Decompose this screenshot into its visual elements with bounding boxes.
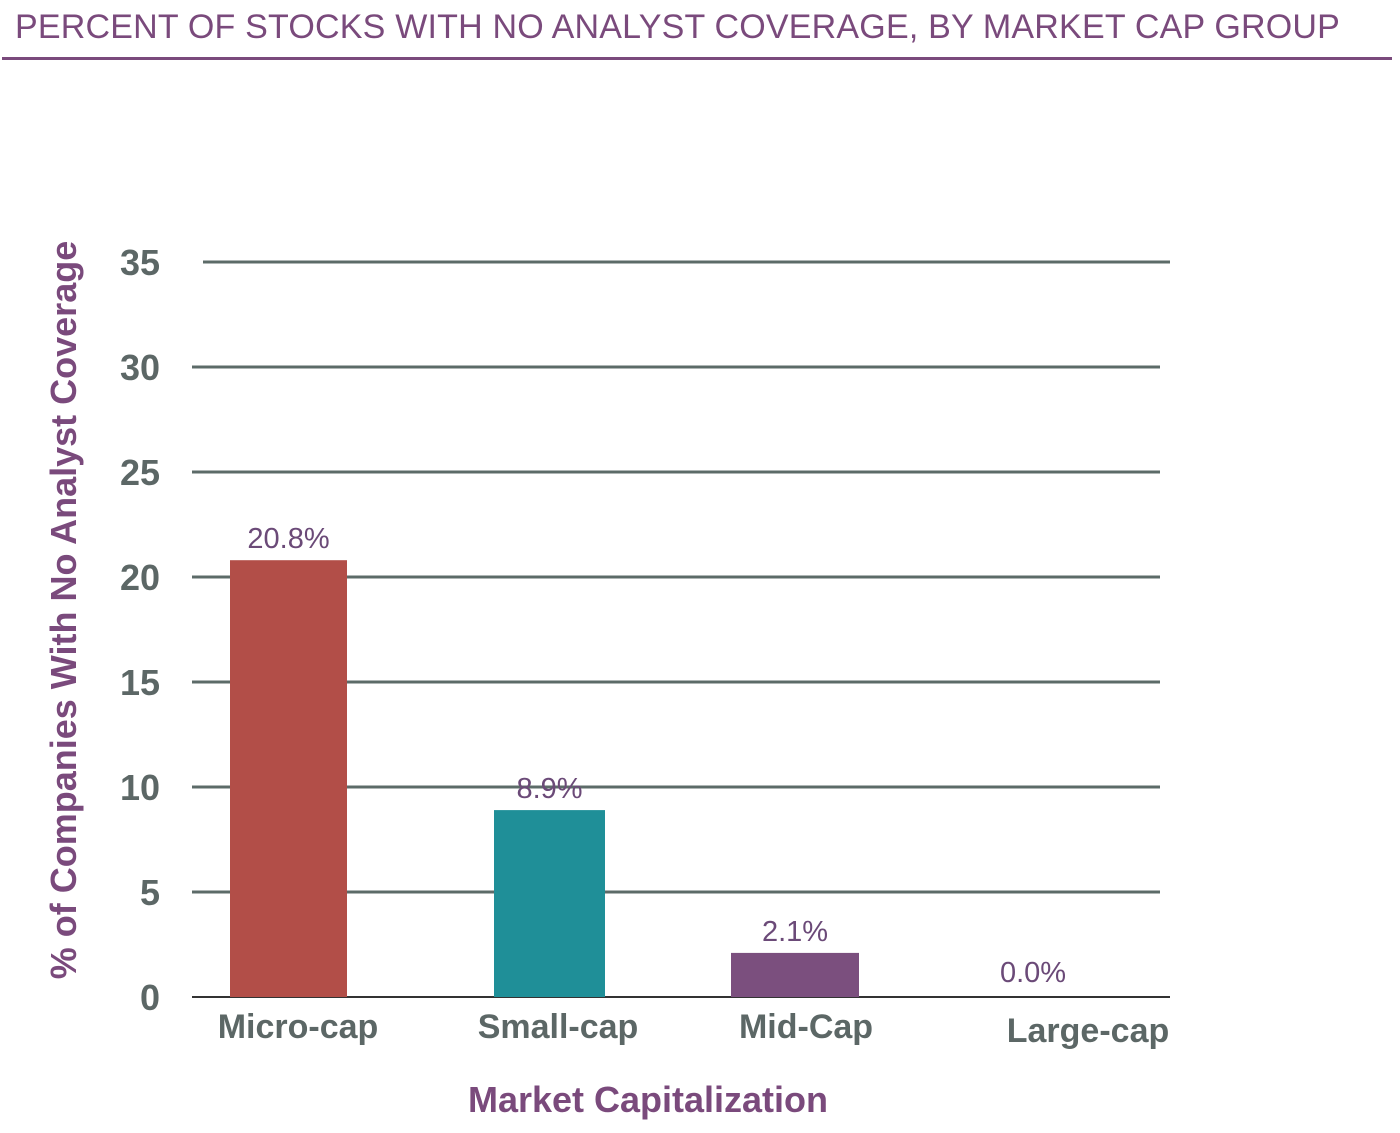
data-label: 0.0% [1000, 957, 1066, 989]
chart-title: PERCENT OF STOCKS WITH NO ANALYST COVERA… [15, 8, 1341, 46]
bar-small-cap [494, 810, 605, 997]
y-tick-label: 20 [120, 557, 160, 598]
x-axis-title: Market Capitalization [468, 1079, 828, 1120]
data-label: 2.1% [762, 916, 828, 948]
bar-mid-cap [731, 952, 859, 997]
y-tick-label: 10 [120, 767, 160, 808]
y-tick-label: 0 [140, 977, 160, 1018]
y-tick-label: 30 [120, 347, 160, 388]
y-tick-label: 15 [120, 662, 160, 703]
y-tick-label: 25 [120, 452, 160, 493]
title-underline [2, 57, 1392, 60]
bar-micro-cap [230, 560, 347, 997]
y-axis-title: % of Companies With No Analyst Coverage [43, 241, 84, 979]
data-label: 8.9% [516, 773, 582, 805]
x-tick-label: Micro-cap [218, 1008, 379, 1046]
x-tick-label: Large-cap [1007, 1012, 1170, 1050]
x-tick-label: Mid-Cap [739, 1008, 873, 1046]
y-tick-label: 35 [120, 242, 160, 283]
y-tick-label: 5 [140, 872, 160, 913]
data-label: 20.8% [247, 523, 329, 555]
x-tick-label: Small-cap [478, 1008, 639, 1046]
